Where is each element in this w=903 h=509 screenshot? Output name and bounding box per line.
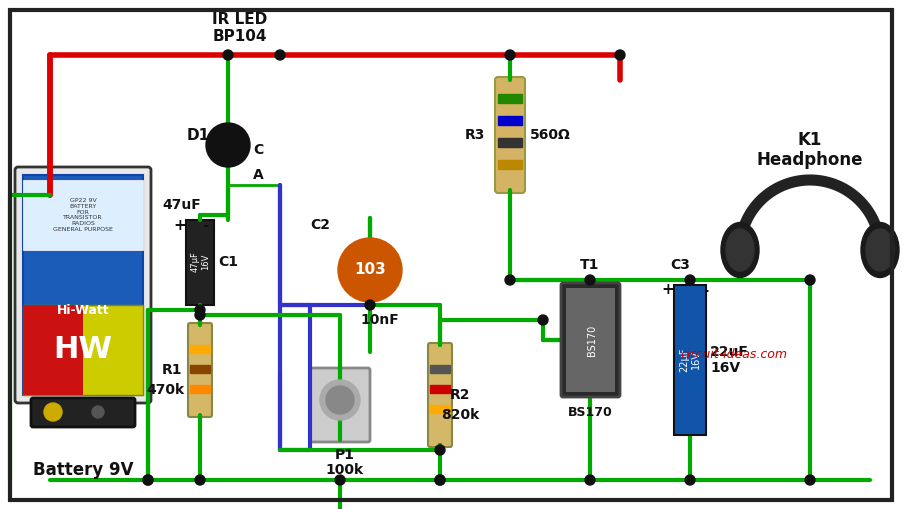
Circle shape xyxy=(143,475,153,485)
Bar xyxy=(498,94,521,103)
Text: 470k: 470k xyxy=(145,383,184,397)
Circle shape xyxy=(143,475,153,485)
Text: Hi-Watt: Hi-Watt xyxy=(57,303,109,317)
Text: -: - xyxy=(201,217,208,233)
Circle shape xyxy=(338,238,402,302)
Circle shape xyxy=(804,275,815,285)
Ellipse shape xyxy=(860,222,898,277)
Bar xyxy=(498,138,521,147)
Text: Battery 9V: Battery 9V xyxy=(33,461,133,479)
Text: BS170: BS170 xyxy=(586,324,596,356)
Text: +: + xyxy=(173,217,186,233)
Text: HW: HW xyxy=(53,335,112,364)
FancyBboxPatch shape xyxy=(310,368,369,442)
Text: T1: T1 xyxy=(580,258,599,272)
Text: 560Ω: 560Ω xyxy=(529,128,570,142)
FancyBboxPatch shape xyxy=(565,288,614,392)
Text: 22µF
16V: 22µF 16V xyxy=(678,348,700,372)
FancyBboxPatch shape xyxy=(674,285,705,435)
Ellipse shape xyxy=(721,222,759,277)
FancyBboxPatch shape xyxy=(23,305,83,395)
Text: IR LED
BP104: IR LED BP104 xyxy=(212,12,267,44)
Text: C: C xyxy=(253,143,263,157)
Circle shape xyxy=(223,50,233,60)
Text: R3: R3 xyxy=(464,128,485,142)
Text: A: A xyxy=(252,168,263,182)
Circle shape xyxy=(326,386,354,414)
Text: C2: C2 xyxy=(310,218,330,232)
Text: BS170: BS170 xyxy=(567,407,611,419)
Bar xyxy=(430,365,450,373)
Text: GP22 9V
BATTERY
FOR
TRANSISTOR
RADIOS
GENERAL PURPOSE: GP22 9V BATTERY FOR TRANSISTOR RADIOS GE… xyxy=(53,198,113,232)
Circle shape xyxy=(434,475,444,485)
Bar xyxy=(430,405,450,413)
Text: D1: D1 xyxy=(186,127,209,143)
Circle shape xyxy=(195,475,205,485)
Bar xyxy=(190,345,209,353)
FancyBboxPatch shape xyxy=(23,175,143,395)
Text: R2: R2 xyxy=(450,388,470,402)
Circle shape xyxy=(275,50,284,60)
FancyBboxPatch shape xyxy=(31,398,135,427)
Circle shape xyxy=(434,475,444,485)
Text: 100k: 100k xyxy=(326,463,364,477)
Circle shape xyxy=(804,475,815,485)
Text: circuit-ideas.com: circuit-ideas.com xyxy=(679,349,787,361)
Circle shape xyxy=(320,380,359,420)
FancyBboxPatch shape xyxy=(23,305,143,395)
Bar xyxy=(190,365,209,373)
Text: K1
Headphone: K1 Headphone xyxy=(756,131,862,169)
Text: P1: P1 xyxy=(335,448,355,462)
Circle shape xyxy=(584,275,594,285)
Circle shape xyxy=(684,275,694,285)
Ellipse shape xyxy=(865,229,893,271)
Circle shape xyxy=(44,403,62,421)
Circle shape xyxy=(335,475,345,485)
Bar xyxy=(190,385,209,393)
Text: 47uF: 47uF xyxy=(163,198,201,212)
Circle shape xyxy=(505,275,515,285)
Text: C1: C1 xyxy=(218,255,237,269)
FancyBboxPatch shape xyxy=(186,220,214,305)
Text: 103: 103 xyxy=(354,263,386,277)
Bar xyxy=(430,385,450,393)
Text: +: + xyxy=(661,282,674,297)
Circle shape xyxy=(206,123,250,167)
FancyBboxPatch shape xyxy=(188,323,212,417)
Text: R1: R1 xyxy=(162,363,182,377)
FancyBboxPatch shape xyxy=(495,77,525,193)
Circle shape xyxy=(434,445,444,455)
Text: 10nF: 10nF xyxy=(360,313,399,327)
Circle shape xyxy=(614,50,624,60)
Circle shape xyxy=(365,300,375,310)
Text: 47µF
16V: 47µF 16V xyxy=(191,251,209,272)
FancyBboxPatch shape xyxy=(15,167,151,403)
Text: -: - xyxy=(701,282,707,297)
FancyBboxPatch shape xyxy=(427,343,452,447)
Circle shape xyxy=(92,406,104,418)
Circle shape xyxy=(505,50,515,60)
Ellipse shape xyxy=(725,229,753,271)
Bar xyxy=(498,116,521,125)
Circle shape xyxy=(195,310,205,320)
Text: 820k: 820k xyxy=(441,408,479,422)
Circle shape xyxy=(195,305,205,315)
Text: C3: C3 xyxy=(669,258,689,272)
Circle shape xyxy=(584,475,594,485)
Circle shape xyxy=(684,475,694,485)
Bar xyxy=(498,160,521,169)
FancyBboxPatch shape xyxy=(23,180,143,250)
Text: 22uF
16V: 22uF 16V xyxy=(709,345,748,375)
FancyBboxPatch shape xyxy=(561,283,619,397)
Circle shape xyxy=(537,315,547,325)
